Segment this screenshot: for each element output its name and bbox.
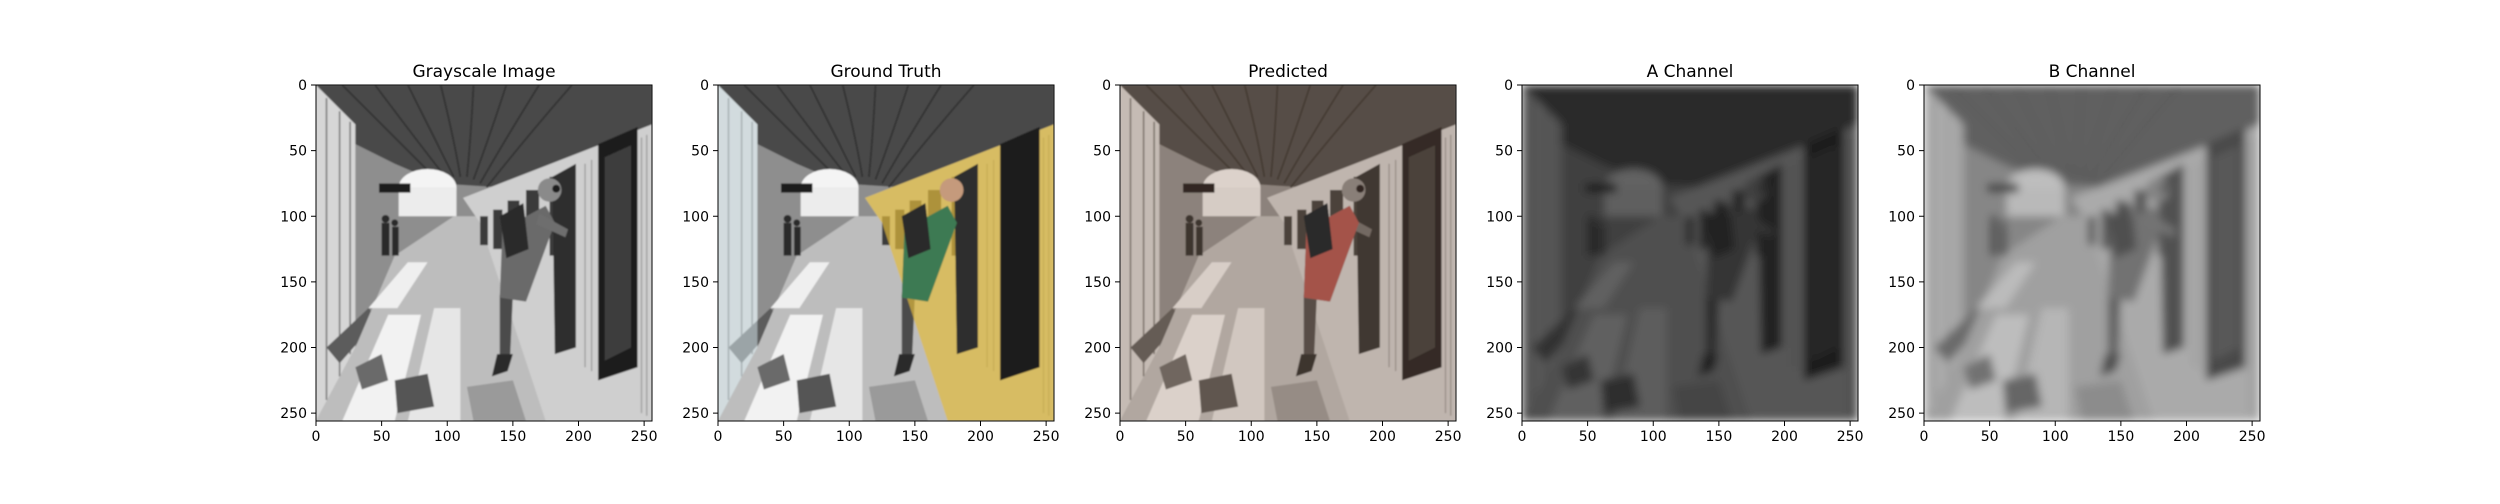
axes-frame (315, 84, 653, 422)
y-tick-label: 50 (289, 144, 307, 160)
x-tick-label: 200 (1771, 429, 1798, 445)
x-tick-label: 50 (1981, 429, 1999, 445)
axes-frame (1923, 84, 2261, 422)
x-tick-label: 200 (2173, 429, 2200, 445)
x-tick-label: 250 (1837, 429, 1864, 445)
x-tick-label: 100 (1640, 429, 1667, 445)
x-tick-label: 100 (1238, 429, 1265, 445)
x-tick-label: 150 (1706, 429, 1733, 445)
x-tick-label: 100 (836, 429, 863, 445)
y-tick-label: 50 (691, 144, 709, 160)
panel-b-channel: B Channel 0 50 100 150 200 250 0 50 100 150 200 250 (1888, 62, 2265, 445)
y-tick-label: 150 (1486, 275, 1513, 291)
panel-title: Ground Truth (830, 62, 941, 82)
y-tick-label: 100 (280, 209, 307, 225)
x-tick-label: 50 (1579, 429, 1597, 445)
panel-image-grayscale (316, 85, 652, 421)
y-tick-label: 200 (1084, 341, 1111, 357)
y-tick-label: 0 (298, 78, 307, 94)
panel-title: A Channel (1647, 62, 1734, 82)
x-tick-label: 50 (775, 429, 793, 445)
x-tick-label: 150 (2108, 429, 2135, 445)
y-tick-label: 250 (1084, 406, 1111, 422)
y-tick-label: 100 (682, 209, 709, 225)
panel-grayscale: Grayscale Image 0 50 100 150 200 250 0 50 100 150 2… (280, 62, 657, 445)
y-tick-label: 200 (682, 341, 709, 357)
y-tick-label: 250 (1486, 406, 1513, 422)
y-tick-label: 50 (1897, 144, 1915, 160)
y-tick-label: 150 (682, 275, 709, 291)
x-tick-label: 100 (434, 429, 461, 445)
x-tick-label: 100 (2042, 429, 2069, 445)
panels-root: Grayscale Image 0 50 100 150 200 250 0 50 100 150 2… (280, 62, 2265, 445)
y-tick-label: 200 (280, 341, 307, 357)
panel-a-channel: A Channel 0 50 100 150 200 250 0 50 100 150 200 250 (1486, 62, 1863, 445)
y-tick-label: 150 (280, 275, 307, 291)
y-tick-label: 0 (1504, 78, 1513, 94)
x-tick-label: 250 (1033, 429, 1060, 445)
x-tick-label: 200 (967, 429, 994, 445)
y-tick-label: 50 (1495, 144, 1513, 160)
x-tick-label: 50 (1177, 429, 1195, 445)
y-tick-label: 250 (682, 406, 709, 422)
y-tick-label: 150 (1888, 275, 1915, 291)
axes-frame (1119, 84, 1457, 422)
x-tick-label: 0 (714, 429, 723, 445)
y-tick-label: 0 (1906, 78, 1915, 94)
x-tick-label: 200 (565, 429, 592, 445)
axes-frame (717, 84, 1055, 422)
axes-frame (1521, 84, 1859, 422)
y-tick-label: 200 (1888, 341, 1915, 357)
y-tick-label: 0 (700, 78, 709, 94)
x-tick-label: 250 (1435, 429, 1462, 445)
panel-title: Grayscale Image (412, 62, 555, 82)
x-tick-label: 0 (1518, 429, 1527, 445)
x-tick-label: 150 (500, 429, 527, 445)
panel-title: Predicted (1248, 62, 1328, 82)
panel-ground-truth: Ground Truth 0 50 100 150 200 250 0 50 100 150 200 2… (682, 62, 1059, 445)
y-tick-label: 150 (1084, 275, 1111, 291)
panel-title: B Channel (2049, 62, 2136, 82)
y-tick-label: 0 (1102, 78, 1111, 94)
x-tick-label: 250 (2239, 429, 2266, 445)
x-tick-label: 50 (373, 429, 391, 445)
panel-image-b-channel (1924, 85, 2260, 421)
y-tick-label: 100 (1888, 209, 1915, 225)
y-tick-label: 100 (1084, 209, 1111, 225)
x-tick-label: 250 (631, 429, 658, 445)
x-tick-label: 150 (902, 429, 929, 445)
panel-predicted: Predicted 0 50 100 150 200 250 0 50 100 150 200 250 (1084, 62, 1461, 445)
y-tick-label: 250 (280, 406, 307, 422)
x-tick-label: 0 (1116, 429, 1125, 445)
y-tick-label: 50 (1093, 144, 1111, 160)
x-tick-label: 200 (1369, 429, 1396, 445)
x-tick-label: 150 (1304, 429, 1331, 445)
y-tick-label: 200 (1486, 341, 1513, 357)
panel-image-a-channel (1522, 85, 1858, 421)
panel-image-ground-truth (718, 85, 1054, 421)
panel-image-predicted (1120, 85, 1456, 421)
x-tick-label: 0 (1920, 429, 1929, 445)
x-tick-label: 0 (312, 429, 321, 445)
y-tick-label: 250 (1888, 406, 1915, 422)
y-tick-label: 100 (1486, 209, 1513, 225)
